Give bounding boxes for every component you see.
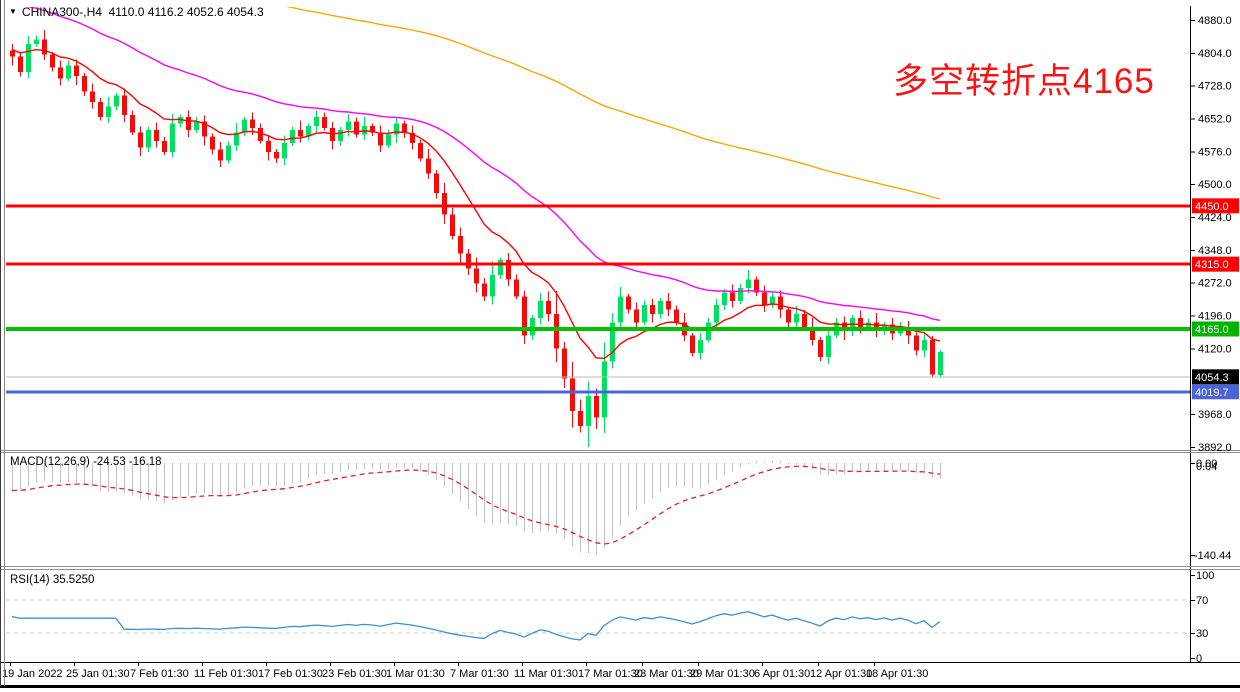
svg-text:4576.0: 4576.0 [1198,146,1232,158]
svg-text:3892.0: 3892.0 [1198,442,1232,454]
svg-text:17 Mar 01:30: 17 Mar 01:30 [578,668,643,680]
svg-text:4880.0: 4880.0 [1198,15,1232,27]
price-level-lines[interactable] [6,204,1190,394]
macd-indicator-label: MACD(12,26,9) -24.53 -16.18 [10,456,162,468]
svg-text:4804.0: 4804.0 [1198,48,1232,60]
svg-text:4315.0: 4315.0 [1195,259,1229,271]
svg-text:19 Jan 2022: 19 Jan 2022 [2,668,63,680]
svg-text:23 Feb 01:30: 23 Feb 01:30 [322,668,387,680]
price-badge-4165.0: 4165.0 [1192,321,1239,337]
slow-ma-line [285,7,941,200]
price-badge-4315.0: 4315.0 [1192,256,1239,272]
svg-text:11 Feb 01:30: 11 Feb 01:30 [194,668,258,680]
price-badge-4019.7: 4019.7 [1192,384,1239,400]
svg-text:7 Feb 01:30: 7 Feb 01:30 [130,668,189,680]
svg-text:0: 0 [1196,653,1202,665]
window-left-border [0,0,1,686]
price-axis-labels: 4880.0 4804.0 4728.0 4652.0 4576.0 4500.0 4424… [1190,15,1239,454]
ohlc-values-label: 4110.0 4116.2 4052.6 4054.3 [108,5,264,19]
rsi-indicator-label: RSI(14) 35.5250 [10,574,95,586]
candlestick-series [10,29,943,447]
price-badge-4054.3: 4054.3 [1192,369,1239,385]
svg-text:18 Apr 01:30: 18 Apr 01:30 [866,668,928,680]
symbol-dropdown-icon[interactable]: ▼ [9,7,17,16]
level-line-4054.3 [6,376,1190,378]
chart-annotation: 多空转折点4165 [893,62,1155,101]
moving-averages [11,7,941,360]
svg-text:4120.0: 4120.0 [1198,343,1232,355]
svg-text:4272.0: 4272.0 [1198,278,1232,290]
svg-text:12 Apr 01:30: 12 Apr 01:30 [810,668,872,680]
svg-text:-140.44: -140.44 [1194,550,1231,562]
svg-text:4728.0: 4728.0 [1198,81,1232,93]
svg-text:4450.0: 4450.0 [1195,201,1229,213]
svg-text:4424.0: 4424.0 [1198,212,1232,224]
rsi-line [11,611,941,641]
level-line-4165 [6,326,1190,331]
svg-text:6 Apr 01:30: 6 Apr 01:30 [754,668,810,680]
svg-text:30: 30 [1196,628,1208,640]
level-line-4019.7 [6,390,1190,394]
svg-text:0.04: 0.04 [1196,461,1217,473]
svg-text:3968.0: 3968.0 [1198,409,1232,421]
svg-text:100: 100 [1196,570,1214,582]
svg-text:17 Feb 01:30: 17 Feb 01:30 [258,668,323,680]
axes [0,6,1240,688]
window-left-border-inner [4,0,5,686]
svg-text:4054.3: 4054.3 [1195,372,1229,384]
svg-text:7 Mar 01:30: 7 Mar 01:30 [450,668,509,680]
svg-text:4652.0: 4652.0 [1198,114,1232,126]
svg-text:11 Mar 01:30: 11 Mar 01:30 [514,668,578,680]
svg-text:4196.0: 4196.0 [1198,311,1232,323]
rsi-axis-labels: 100 70 30 0 [1190,570,1214,665]
symbol-period-label: CHINA300-,H4 [21,5,102,19]
macd-axis-labels: 0.000.04 -140.44 [1190,458,1231,562]
svg-text:4019.7: 4019.7 [1195,387,1229,399]
level-line-4450 [6,204,1190,208]
svg-text:25 Jan 01:30: 25 Jan 01:30 [66,668,130,680]
svg-text:29 Mar 01:30: 29 Mar 01:30 [690,668,755,680]
svg-text:1 Mar 01:30: 1 Mar 01:30 [386,668,445,680]
svg-text:23 Mar 01:30: 23 Mar 01:30 [634,668,699,680]
svg-text:0.00: 0.00 [1196,458,1217,470]
price-badge-4450.0: 4450.0 [1192,198,1239,214]
svg-text:4348.0: 4348.0 [1198,245,1232,257]
macd-signal-line [11,465,941,545]
fast-ma-line [11,48,941,360]
level-line-4315 [6,262,1190,266]
mid-ma-line [26,7,941,322]
svg-text:4165.0: 4165.0 [1195,324,1229,336]
svg-text:70: 70 [1196,595,1208,607]
svg-text:4500.0: 4500.0 [1198,179,1232,191]
time-axis: 19 Jan 2022 25 Jan 01:30 7 Feb 01:30 11 Feb… [2,663,928,680]
macd-histogram [12,460,941,555]
chart-title: ▼ CHINA300-,H4 4110.0 4116.2 4052.6 4054.… [9,5,264,19]
